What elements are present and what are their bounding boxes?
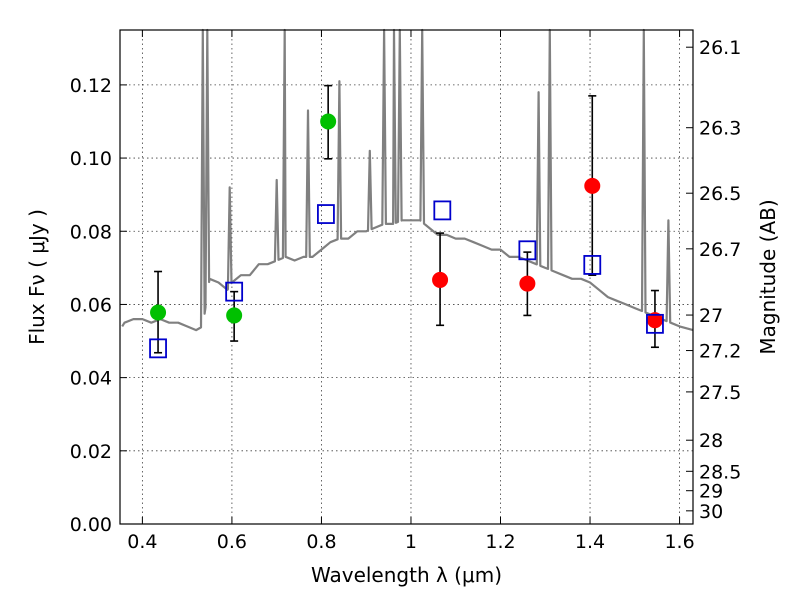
- right-tick-label: 26.3: [699, 118, 741, 140]
- y-tick-label: 0.06: [70, 294, 112, 316]
- green-data-point: [150, 304, 167, 321]
- right-axis-title: Magnitude (AB): [756, 199, 780, 354]
- model-square-point: [225, 281, 244, 302]
- red-data-point: [646, 312, 663, 329]
- x-tick-label: 0.6: [217, 531, 247, 553]
- right-tick-label: 28.5: [699, 461, 741, 483]
- right-tick-label: 30: [699, 501, 723, 523]
- y-tick-label: 0.08: [70, 221, 112, 243]
- y-tick-label: 0.12: [70, 75, 112, 97]
- model-spectrum-line: [121, 28, 694, 332]
- green-data-point: [226, 307, 243, 324]
- right-tick-label: 27.2: [699, 341, 741, 363]
- right-tick-label: 26.1: [699, 37, 741, 59]
- y-tick-label: 0.00: [70, 514, 112, 536]
- red-data-point: [432, 271, 449, 288]
- grid-lines: [120, 30, 693, 525]
- x-tick-label: 1.2: [485, 531, 515, 553]
- x-tick-label: 0.8: [306, 531, 336, 553]
- y-axis-title: Flux Fν ( μJy ): [25, 209, 49, 345]
- model-square-point: [646, 313, 664, 334]
- model-square-point: [433, 200, 452, 221]
- plot-frame: [119, 29, 694, 525]
- right-tick-label: 26.7: [699, 239, 741, 261]
- red-data-point: [584, 177, 601, 194]
- model-spectrum: [121, 28, 694, 332]
- y-tick-label: 0.10: [70, 148, 112, 170]
- x-axis-title: Wavelength λ (μm): [311, 563, 502, 587]
- model-square-point: [149, 338, 167, 359]
- green-data-point: [320, 113, 337, 130]
- x-tick-label: 1: [405, 531, 417, 553]
- right-tick-label: 29: [699, 481, 723, 503]
- y-tick-label: 0.04: [70, 368, 112, 390]
- x-tick-label: 1.6: [664, 531, 694, 553]
- model-square-point: [583, 255, 602, 275]
- data-points: [149, 84, 664, 359]
- right-tick-label: 26.5: [699, 183, 741, 205]
- right-tick-label: 28: [699, 430, 723, 452]
- red-data-point: [519, 275, 536, 292]
- axis-ticks: 0.4 0.6 0.8 1 1.2 1.4 1.6 0.00 0.02 0.04 0.06 0.08 0…: [70, 30, 741, 553]
- right-tick-label: 27: [699, 305, 723, 327]
- right-tick-label: 27.5: [699, 382, 741, 404]
- x-tick-label: 0.4: [127, 531, 157, 553]
- y-tick-label: 0.02: [70, 441, 112, 463]
- model-square-point: [317, 204, 335, 224]
- x-tick-label: 1.4: [575, 531, 605, 553]
- model-square-point: [518, 240, 537, 261]
